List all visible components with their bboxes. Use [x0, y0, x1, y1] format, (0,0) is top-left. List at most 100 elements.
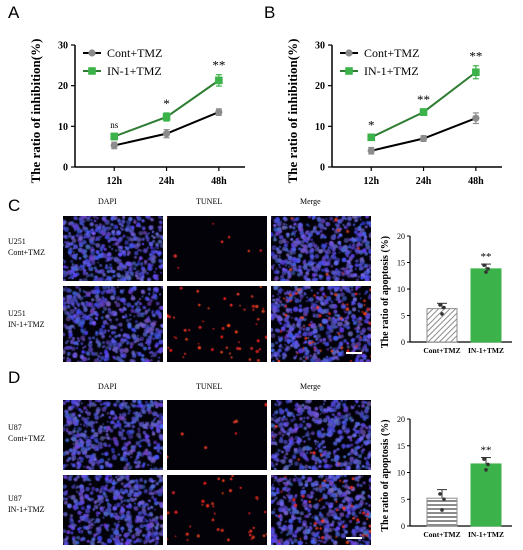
x-tick-label: 48h [468, 176, 484, 187]
replicate-point [482, 457, 486, 461]
bar [470, 463, 502, 527]
data-point [215, 76, 223, 85]
image-c-merge-control [271, 216, 371, 281]
y-tick-label: 10 [315, 122, 325, 133]
header-dapi-c: DAPI [98, 197, 117, 206]
panel-label-c: C [8, 196, 21, 215]
replicate-point [442, 305, 446, 310]
legend-label: Cont+TMZ [364, 46, 419, 60]
row-label-d1: U87 Cont+TMZ [8, 422, 45, 444]
y-tick-label: 20 [315, 81, 325, 92]
image-c-merge-treatment [271, 286, 371, 362]
y-tick-label: 15 [397, 442, 405, 451]
y-axis-title: The ratio of inhibition(%) [285, 39, 300, 184]
row-label-cell-line: U87 [8, 494, 22, 503]
data-point [367, 133, 376, 142]
significance-label: * [368, 117, 375, 132]
y-tick-label: 20 [397, 415, 405, 424]
row-label-d2: U87 IN-1+TMZ [8, 493, 45, 515]
replicate-point [486, 462, 490, 467]
data-point [367, 147, 375, 155]
data-point [215, 108, 223, 116]
data-point [110, 132, 119, 141]
significance-label: ** [481, 251, 492, 263]
bar [426, 497, 458, 527]
replicate-point [440, 312, 444, 316]
image-d-merge-treatment [271, 475, 371, 545]
replicate-point [438, 303, 442, 307]
x-tick-label: Cont+TMZ [423, 346, 460, 355]
image-c-tunel-control [167, 216, 267, 281]
header-merge-c: Merge [300, 197, 321, 206]
panel-label-b: B [264, 3, 276, 22]
row-label-c2: U251 IN-1+TMZ [8, 308, 45, 330]
bar [470, 268, 502, 343]
legend-label: IN-1+TMZ [364, 64, 419, 78]
image-d-tunel-control [167, 400, 267, 470]
y-axis-title: The ratio of apoptosis (%) [380, 419, 391, 531]
significance-label: ** [417, 92, 430, 107]
y-tick-label: 30 [58, 41, 68, 52]
replicate-point [486, 267, 490, 271]
row-label-cell-line: U251 [8, 309, 26, 318]
legend-marker [345, 49, 353, 57]
y-tick-label: 10 [397, 469, 405, 478]
x-tick-label: 12h [106, 176, 122, 187]
x-tick-label: 48h [211, 176, 227, 187]
x-tick-label: 24h [159, 176, 175, 187]
data-point [419, 108, 428, 116]
image-c-tunel-treatment [167, 286, 267, 362]
significance-label: ** [469, 49, 482, 64]
y-tick-label: 0 [63, 163, 68, 174]
y-tick-label: 30 [315, 41, 325, 52]
y-tick-label: 15 [397, 259, 405, 268]
x-tick-label: Cont+TMZ [423, 530, 460, 539]
header-dapi-d: DAPI [98, 382, 117, 391]
data-point [472, 68, 480, 77]
data-point [162, 130, 171, 138]
y-tick-label: 5 [401, 312, 405, 321]
header-tunel-d: TUNEL [196, 382, 223, 391]
row-label-group: Cont+TMZ [8, 248, 45, 257]
replicate-point [484, 270, 488, 274]
data-point [419, 134, 428, 143]
data-point [162, 113, 171, 121]
data-point [472, 114, 480, 122]
row-label-c1: U251 Cont+TMZ [8, 236, 45, 258]
image-c-dapi-control [63, 216, 163, 281]
replicate-point [484, 468, 488, 472]
y-tick-label: 0 [401, 338, 405, 347]
legend-label: Cont+TMZ [107, 46, 162, 60]
header-tunel-c: TUNEL [196, 197, 223, 206]
y-axis-title: The ratio of inhibition(%) [28, 39, 43, 184]
y-tick-label: 10 [58, 122, 68, 133]
x-tick-label: IN-1+TMZ [468, 346, 504, 355]
legend-label: IN-1+TMZ [107, 64, 162, 78]
legend-marker [345, 67, 353, 75]
significance-label: ** [212, 58, 225, 73]
data-point [110, 141, 118, 150]
x-tick-label: IN-1+TMZ [468, 530, 504, 539]
panel-label-d: D [8, 368, 21, 387]
legend-marker [88, 49, 96, 57]
y-tick-label: 0 [320, 163, 325, 174]
image-c-dapi-treatment [63, 286, 163, 362]
y-tick-label: 0 [401, 522, 405, 531]
image-d-dapi-control [63, 400, 163, 470]
replicate-point [482, 263, 486, 267]
replicate-point [442, 497, 446, 502]
panel-label-a: A [8, 3, 20, 22]
row-label-cell-line: U87 [8, 423, 22, 432]
row-label-group: Cont+TMZ [8, 434, 45, 443]
x-tick-label: 12h [363, 176, 379, 187]
y-tick-label: 20 [58, 81, 68, 92]
x-tick-label: 24h [416, 176, 432, 187]
replicate-point [438, 492, 442, 496]
image-d-dapi-treatment [63, 475, 163, 545]
y-tick-label: 5 [401, 495, 405, 504]
header-merge-d: Merge [300, 382, 321, 391]
scale-bar-c [346, 352, 362, 354]
significance-label: * [163, 96, 170, 111]
image-d-merge-control [271, 400, 371, 470]
